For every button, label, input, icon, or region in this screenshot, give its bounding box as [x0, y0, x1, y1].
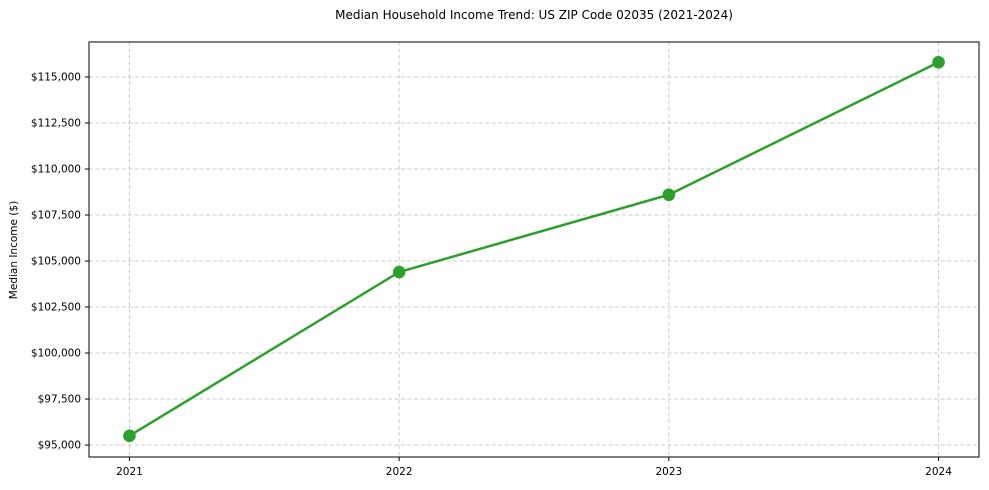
y-tick-label: $105,000 [31, 256, 81, 268]
data-point-2023 [662, 188, 676, 202]
y-axis-label: Median Income ($) [8, 200, 20, 300]
data-point-2021 [123, 429, 136, 443]
y-tick-label: $100,000 [31, 348, 81, 360]
x-tick-label: 2023 [655, 466, 682, 478]
income-trend-line [128, 60, 940, 438]
y-tick-label: $97,500 [38, 394, 81, 406]
y-tick-label: $102,500 [31, 302, 81, 314]
y-tick-label: $95,000 [38, 440, 81, 452]
data-point-2024 [932, 55, 945, 69]
plot-border [88, 41, 980, 458]
chart-title: Median Household Income Trend: US ZIP Co… [335, 8, 733, 22]
y-tick-label: $110,000 [31, 164, 81, 176]
y-tick-label: $115,000 [31, 72, 81, 84]
x-tick-label: 2024 [925, 466, 952, 478]
x-tick-label: 2021 [116, 466, 143, 478]
y-tick-label: $107,500 [31, 210, 81, 222]
x-tick-label: 2022 [386, 466, 413, 478]
data-point-2022 [392, 265, 406, 279]
y-tick-label: $112,500 [31, 118, 81, 130]
